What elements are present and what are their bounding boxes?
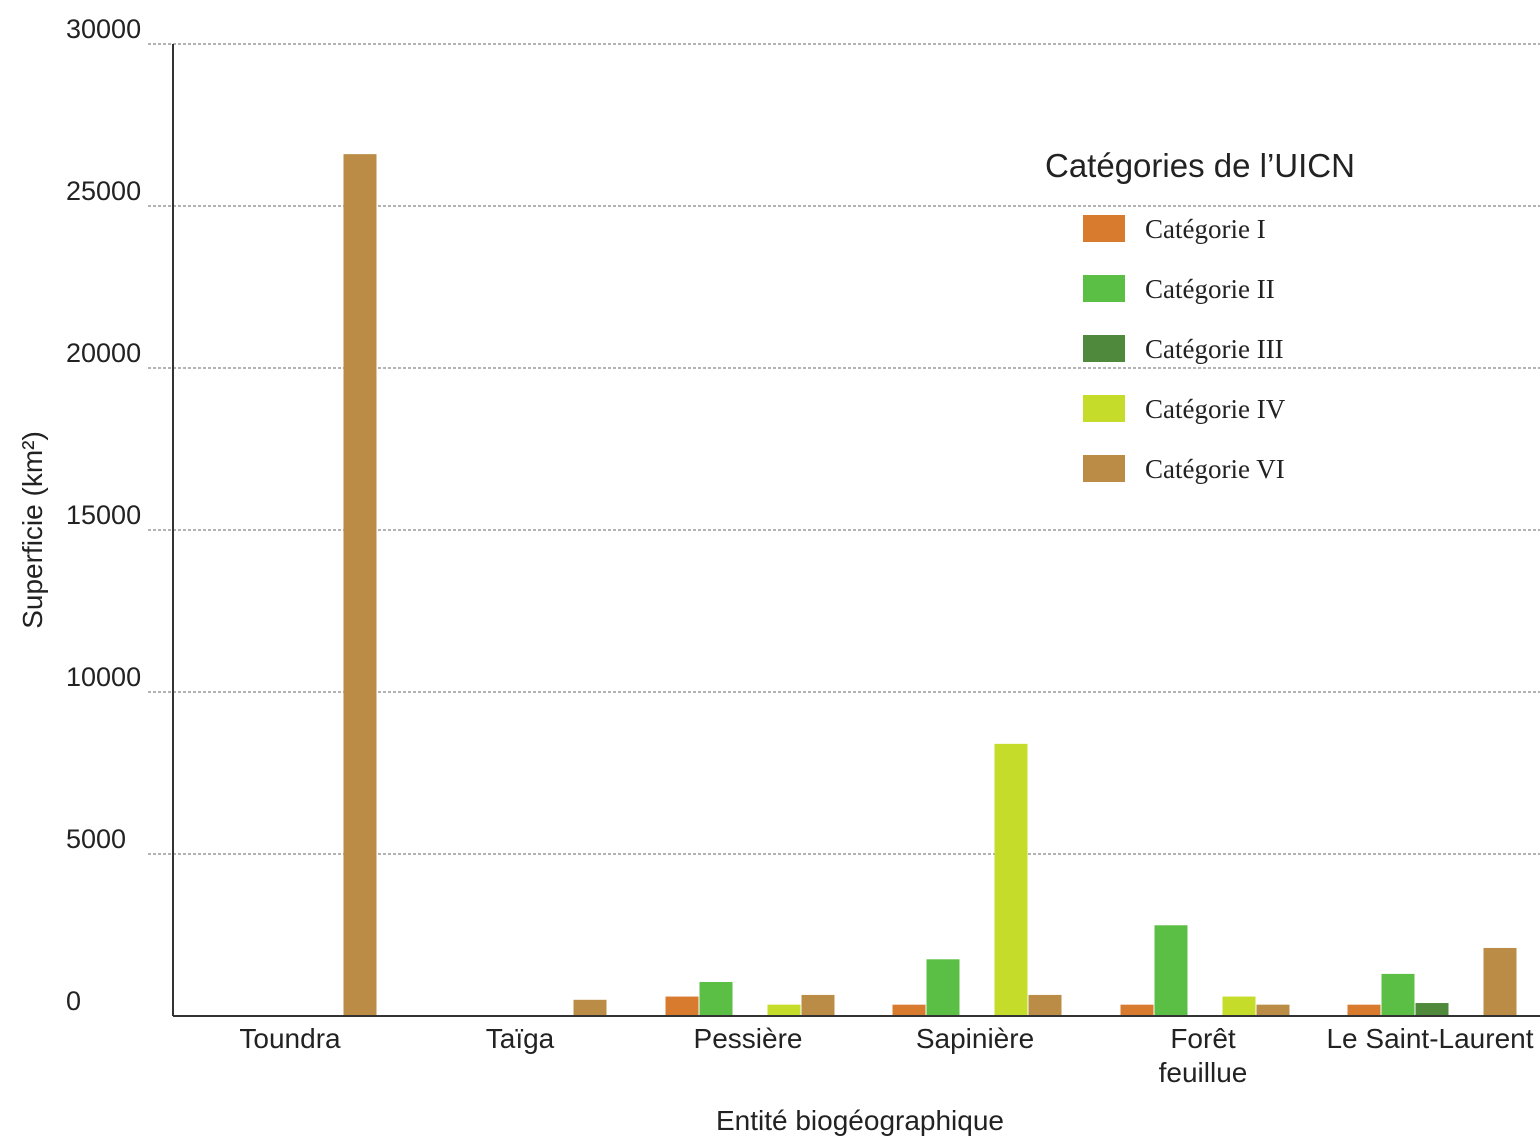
legend-title: Catégories de l’UICN bbox=[1045, 147, 1355, 184]
x-tick-label: Taïga bbox=[486, 1023, 555, 1054]
bar bbox=[1347, 1004, 1381, 1016]
x-tick-label: Toundra bbox=[239, 1023, 341, 1054]
legend-label: Catégorie II bbox=[1145, 274, 1275, 304]
y-tick-label: 5000 bbox=[66, 824, 126, 854]
bar bbox=[665, 996, 699, 1016]
bar bbox=[767, 1004, 801, 1016]
x-tick-label: Pessière bbox=[694, 1023, 803, 1054]
legend-swatch bbox=[1083, 215, 1125, 242]
bar bbox=[1154, 925, 1188, 1016]
bar bbox=[1120, 1004, 1154, 1016]
legend-label: Catégorie VI bbox=[1145, 454, 1285, 484]
y-tick-label: 0 bbox=[66, 986, 81, 1016]
x-tick-labels: Toundra Taïga Pessière Sapinière Forêt feuill… bbox=[239, 1023, 1533, 1088]
bar bbox=[1483, 947, 1517, 1016]
bar bbox=[994, 743, 1028, 1016]
bar bbox=[1256, 1004, 1290, 1016]
bar bbox=[1222, 996, 1256, 1016]
bars bbox=[343, 154, 1517, 1016]
y-tick-label: 25000 bbox=[66, 176, 141, 206]
gridlines bbox=[148, 43, 1540, 855]
bar bbox=[1028, 994, 1062, 1016]
x-axis-title: Entité biogéographique bbox=[716, 1105, 1004, 1136]
bar bbox=[801, 994, 835, 1016]
bar bbox=[573, 999, 607, 1016]
y-tick-label: 20000 bbox=[66, 338, 141, 368]
x-tick-label: Sapinière bbox=[916, 1023, 1034, 1054]
bar bbox=[1415, 1003, 1449, 1016]
legend-label: Catégorie III bbox=[1145, 334, 1284, 364]
bar bbox=[892, 1004, 926, 1016]
bar bbox=[1381, 973, 1415, 1016]
y-axis-title: Superficie (km²) bbox=[17, 431, 48, 629]
legend-label: Catégorie I bbox=[1145, 214, 1266, 244]
legend-swatch bbox=[1083, 395, 1125, 422]
y-tick-labels: 0 5000 10000 15000 20000 25000 30000 bbox=[66, 14, 141, 1016]
bar bbox=[926, 959, 960, 1016]
legend-swatch bbox=[1083, 455, 1125, 482]
y-tick-label: 30000 bbox=[66, 14, 141, 44]
bar bbox=[699, 981, 733, 1016]
bar bbox=[343, 154, 377, 1016]
legend-swatch bbox=[1083, 275, 1125, 302]
legend: Catégories de l’UICN Catégorie I Catégori… bbox=[1045, 147, 1355, 484]
y-tick-label: 10000 bbox=[66, 662, 141, 692]
legend-swatch bbox=[1083, 335, 1125, 362]
x-tick-label: Le Saint-Laurent bbox=[1326, 1023, 1533, 1054]
y-tick-label: 15000 bbox=[66, 500, 141, 530]
x-tick-label: Forêt feuillue bbox=[1159, 1023, 1248, 1088]
legend-label: Catégorie IV bbox=[1145, 394, 1286, 424]
